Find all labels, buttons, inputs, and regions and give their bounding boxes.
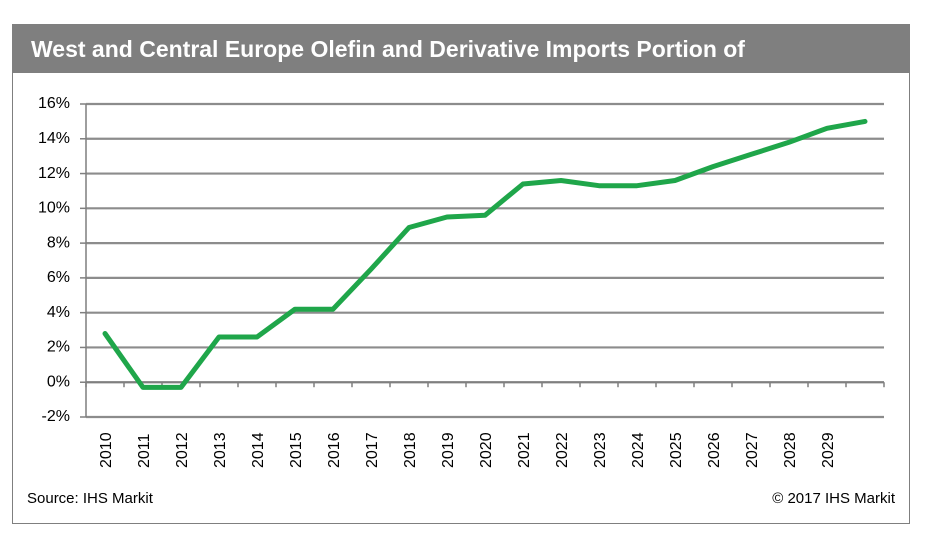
x-tick-label: 2027 — [744, 432, 761, 468]
x-axis-ticks: 2010 2011 2012 2013 2014 2015 2016 2017 2018 2019… — [85, 382, 885, 468]
x-tick-label: 2028 — [782, 432, 799, 468]
y-tick-label: 14% — [38, 130, 70, 147]
y-tick-label: 10% — [38, 200, 70, 217]
gridlines — [86, 102, 884, 419]
y-tick-label: 6% — [47, 269, 70, 286]
chart-title: West and Central Europe Olefin and Deriv… — [13, 25, 909, 73]
x-tick-label: 2029 — [820, 432, 837, 468]
x-tick-label: 2012 — [174, 432, 191, 468]
y-tick-label: 2% — [47, 339, 70, 356]
x-tick-label: 2021 — [516, 432, 533, 468]
x-tick-label: 2019 — [440, 432, 457, 468]
source-note: Source: IHS Markit — [27, 490, 153, 507]
x-tick-label: 2023 — [592, 432, 609, 468]
x-tick-label: 2024 — [630, 432, 647, 468]
chart-frame: West and Central Europe Olefin and Deriv… — [12, 24, 910, 524]
series-group — [102, 118, 868, 390]
y-tick-label: 0% — [47, 373, 70, 390]
y-tick-label: 12% — [38, 165, 70, 182]
y-tick-label: 16% — [38, 95, 70, 112]
x-tick-label: 2017 — [364, 432, 381, 468]
x-tick-label: 2022 — [554, 432, 571, 468]
copyright-note: © 2017 IHS Markit — [772, 490, 895, 507]
x-tick-label: 2026 — [706, 432, 723, 468]
x-tick-label: 2013 — [212, 432, 229, 468]
y-axis-ticks: -2% 0% 2% 4% 6% 8% 10% 12% 14% 16% — [38, 95, 86, 425]
x-tick-label: 2016 — [326, 432, 343, 468]
x-tick-label: 2010 — [98, 432, 115, 468]
x-tick-label: 2015 — [288, 432, 305, 468]
x-tick-label: 2011 — [136, 433, 153, 468]
x-tick-label: 2025 — [668, 432, 685, 468]
y-tick-label: -2% — [42, 408, 70, 425]
x-tick-label: 2014 — [250, 432, 267, 468]
y-tick-label: 8% — [47, 234, 70, 251]
y-tick-label: 4% — [47, 304, 70, 321]
axes — [85, 104, 884, 417]
x-tick-label: 2020 — [478, 432, 495, 468]
x-tick-label: 2018 — [402, 432, 419, 468]
series-line — [102, 118, 868, 390]
